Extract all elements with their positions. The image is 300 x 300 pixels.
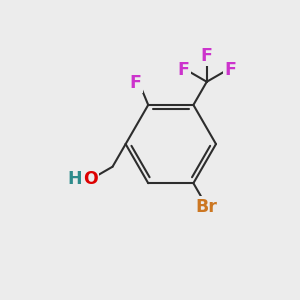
Text: F: F bbox=[224, 61, 236, 79]
Text: H: H bbox=[67, 170, 82, 188]
Text: Br: Br bbox=[195, 197, 217, 215]
Text: F: F bbox=[130, 74, 142, 92]
Text: O: O bbox=[83, 170, 98, 188]
Text: F: F bbox=[177, 61, 189, 79]
Text: F: F bbox=[201, 47, 213, 65]
